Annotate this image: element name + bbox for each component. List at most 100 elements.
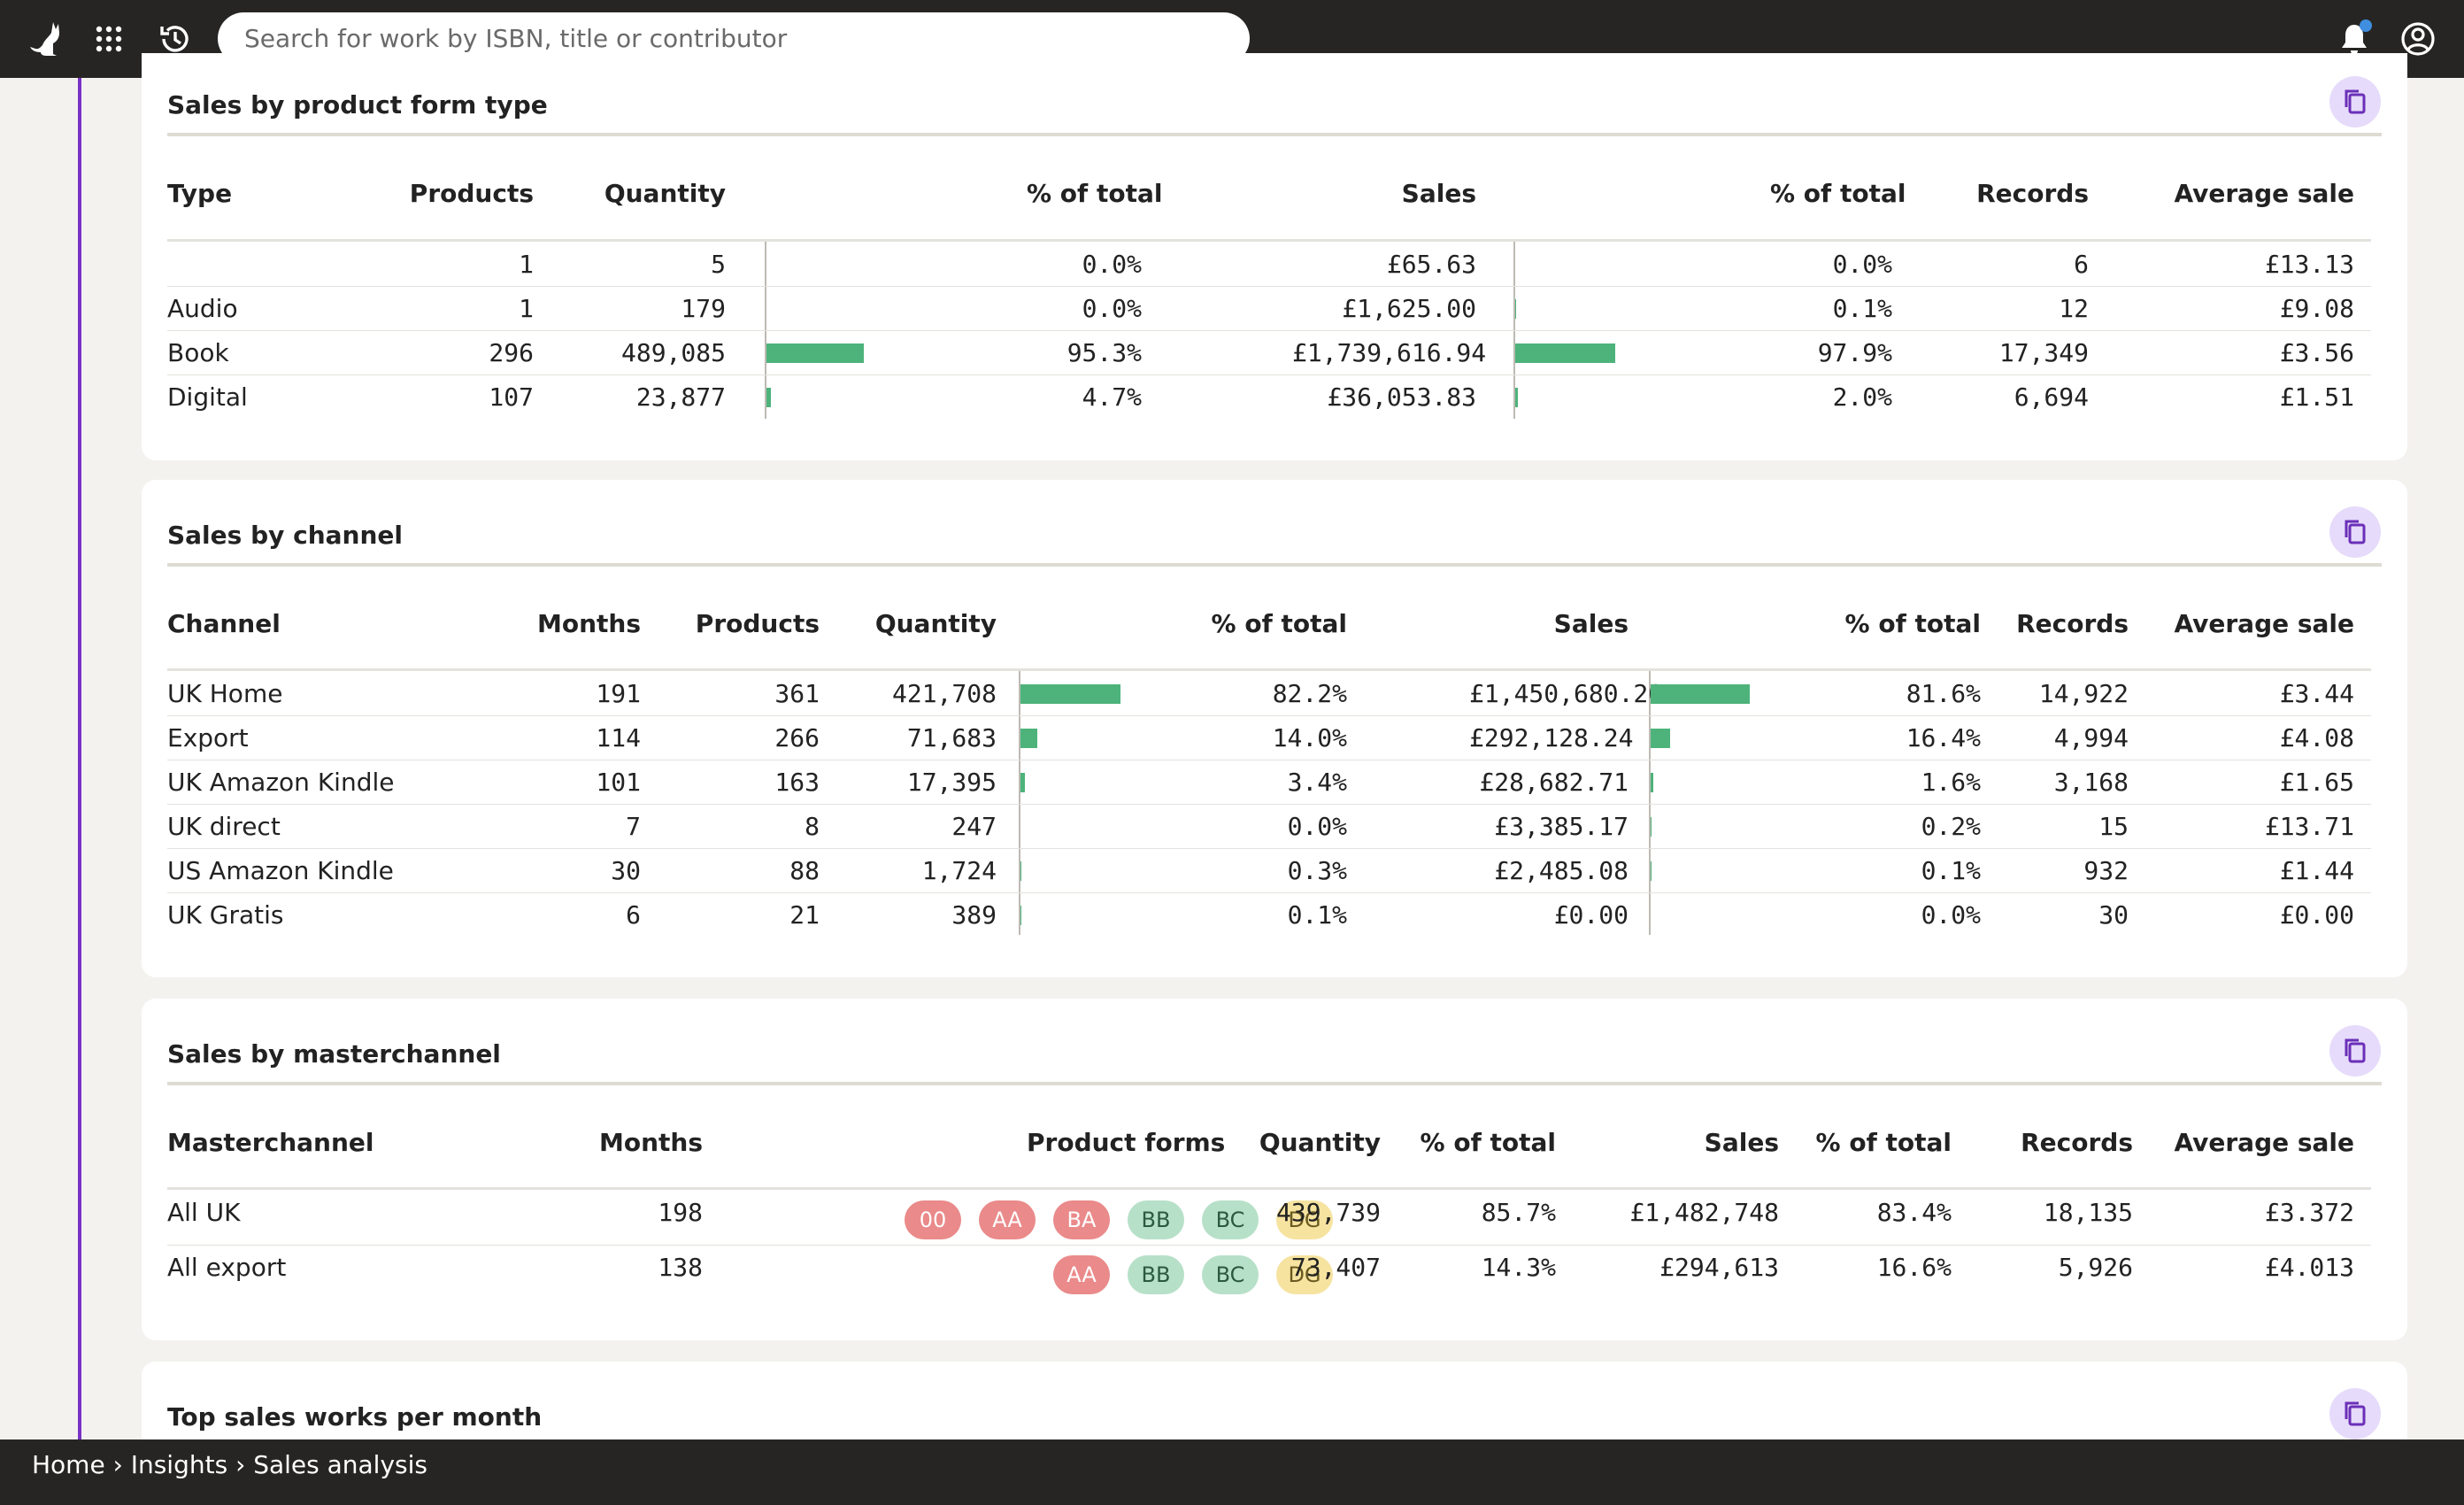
cell-products: 1	[519, 250, 534, 279]
col-header-quantity[interactable]: Quantity	[874, 609, 997, 638]
copy-button[interactable]	[2329, 506, 2381, 558]
cell-records: 14,922	[2038, 679, 2129, 708]
cell-records: 932	[2083, 856, 2129, 885]
quantity-share-bar	[1020, 729, 1038, 748]
cell-quantity: 247	[951, 812, 997, 841]
col-header-records[interactable]: Records	[2016, 609, 2129, 638]
sales-share-bar	[1515, 343, 1615, 363]
col-header-months[interactable]: Months	[598, 1128, 703, 1157]
cell-qty-pct: 14.0%	[1272, 723, 1347, 752]
col-header-qty-pct[interactable]: % of total	[1027, 179, 1163, 208]
notification-dot	[2360, 19, 2372, 32]
cell-average-sale: £3.372	[2264, 1198, 2354, 1227]
col-header-masterchannel[interactable]: Masterchannel	[167, 1128, 374, 1157]
cell-channel: Export	[167, 723, 249, 752]
copy-button[interactable]	[2329, 1025, 2381, 1077]
product-form-badge-aa: AA	[1053, 1255, 1110, 1294]
col-header-records[interactable]: Records	[1976, 179, 2089, 208]
cell-sales-pct: 0.1%	[1921, 856, 1981, 885]
cell-qty-pct: 4.7%	[1082, 382, 1142, 412]
col-header-sales-pct[interactable]: % of total	[1770, 179, 1906, 208]
copy-button[interactable]	[2329, 76, 2381, 127]
row-divider	[167, 286, 2371, 287]
col-header-sales[interactable]: Sales	[1401, 179, 1476, 208]
sales-share-bar	[1651, 684, 1750, 704]
breadcrumb-separator-glyph: ›	[112, 1449, 123, 1479]
product-form-badge-bb: BB	[1128, 1200, 1184, 1239]
cell-products: 296	[489, 338, 534, 367]
col-header-qty-pct[interactable]: % of total	[1420, 1128, 1556, 1157]
breadcrumb-insights[interactable]: Insights	[130, 1449, 228, 1479]
col-header-products[interactable]: Products	[409, 179, 534, 208]
quantity-share-bar	[1020, 773, 1025, 792]
cell-months: 138	[658, 1253, 703, 1282]
left-accent-rule	[78, 78, 81, 1439]
cell-sales: £1,739,616.94	[1292, 338, 1487, 367]
col-header-records[interactable]: Records	[2021, 1128, 2133, 1157]
cell-qty-pct: 0.1%	[1287, 900, 1347, 930]
cell-months: 101	[596, 768, 641, 797]
cell-average-sale: £13.13	[2264, 250, 2354, 279]
cell-channel: UK Gratis	[167, 900, 284, 930]
card-divider	[167, 563, 2382, 567]
cell-products: 361	[774, 679, 820, 708]
product-form-badge-dg: DG	[1276, 1200, 1333, 1239]
breadcrumb-current: Sales analysis	[253, 1449, 427, 1479]
product-form-badge-bb: BB	[1128, 1255, 1184, 1294]
cell-months: 30	[611, 856, 641, 885]
card-divider	[167, 1082, 2382, 1085]
breadcrumb-separator: ›	[227, 1450, 253, 1479]
product-form-badge-00: 00	[905, 1200, 961, 1239]
col-header-channel[interactable]: Channel	[167, 609, 281, 638]
cell-channel: UK direct	[167, 812, 281, 841]
cell-qty-pct: 3.4%	[1287, 768, 1347, 797]
col-header-product-forms[interactable]: Product forms	[1027, 1128, 1226, 1157]
cell-months: 6	[626, 900, 641, 930]
cell-months: 114	[596, 723, 641, 752]
cell-average-sale: £13.71	[2264, 812, 2354, 841]
col-header-average-sale[interactable]: Average sale	[2174, 179, 2354, 208]
cell-sales-pct: 81.6%	[1906, 679, 1981, 708]
sales-bar-axis	[1649, 671, 1651, 935]
cell-quantity: 5	[711, 250, 726, 279]
col-header-sales[interactable]: Sales	[1553, 609, 1629, 638]
cell-records: 18,135	[2043, 1198, 2133, 1227]
col-header-months[interactable]: Months	[536, 609, 641, 638]
cell-products: 107	[489, 382, 534, 412]
user-circle-icon-svg	[2401, 22, 2435, 56]
breadcrumb-home[interactable]: Home	[32, 1449, 105, 1479]
cell-products: 8	[805, 812, 820, 841]
col-header-average-sale[interactable]: Average sale	[2174, 1128, 2354, 1157]
cell-sales-pct: 0.2%	[1921, 812, 1981, 841]
col-header-products[interactable]: Products	[695, 609, 820, 638]
copy-button[interactable]	[2329, 1388, 2381, 1439]
col-header-sales-pct[interactable]: % of total	[1844, 609, 1981, 638]
cell-products: 21	[789, 900, 820, 930]
card-title: Top sales works per month	[167, 1402, 543, 1432]
cell-quantity: 489,085	[620, 338, 726, 367]
apps-grid-icon-svg	[96, 26, 122, 52]
card-sales-by-form-type: Sales by product form type Type Products…	[142, 53, 2407, 460]
col-header-qty-pct[interactable]: % of total	[1211, 609, 1347, 638]
cell-records: 12	[2059, 294, 2089, 323]
history-icon[interactable]	[151, 16, 197, 62]
cell-sales-pct: 2.0%	[1832, 382, 1892, 412]
cell-qty-pct: 0.0%	[1082, 250, 1142, 279]
cell-records: 15	[2098, 812, 2129, 841]
cell-months: 191	[596, 679, 641, 708]
col-header-quantity[interactable]: Quantity	[1259, 1128, 1381, 1157]
cell-qty-pct: 0.3%	[1287, 856, 1347, 885]
cell-products: 1	[519, 294, 534, 323]
apps-grid-icon[interactable]	[86, 16, 132, 62]
col-header-sales-pct[interactable]: % of total	[1815, 1128, 1952, 1157]
col-header-average-sale[interactable]: Average sale	[2174, 609, 2354, 638]
col-header-quantity[interactable]: Quantity	[604, 179, 726, 208]
cell-quantity: 421,708	[891, 679, 997, 708]
col-header-type[interactable]: Type	[167, 179, 233, 208]
cat-logo-icon[interactable]	[21, 16, 67, 62]
col-header-sales[interactable]: Sales	[1704, 1128, 1779, 1157]
card-title: Sales by masterchannel	[167, 1039, 501, 1069]
cell-sales: £1,625.00	[1342, 294, 1476, 323]
cell-sales: £0.00	[1553, 900, 1629, 930]
user-circle-icon[interactable]	[2395, 16, 2441, 62]
